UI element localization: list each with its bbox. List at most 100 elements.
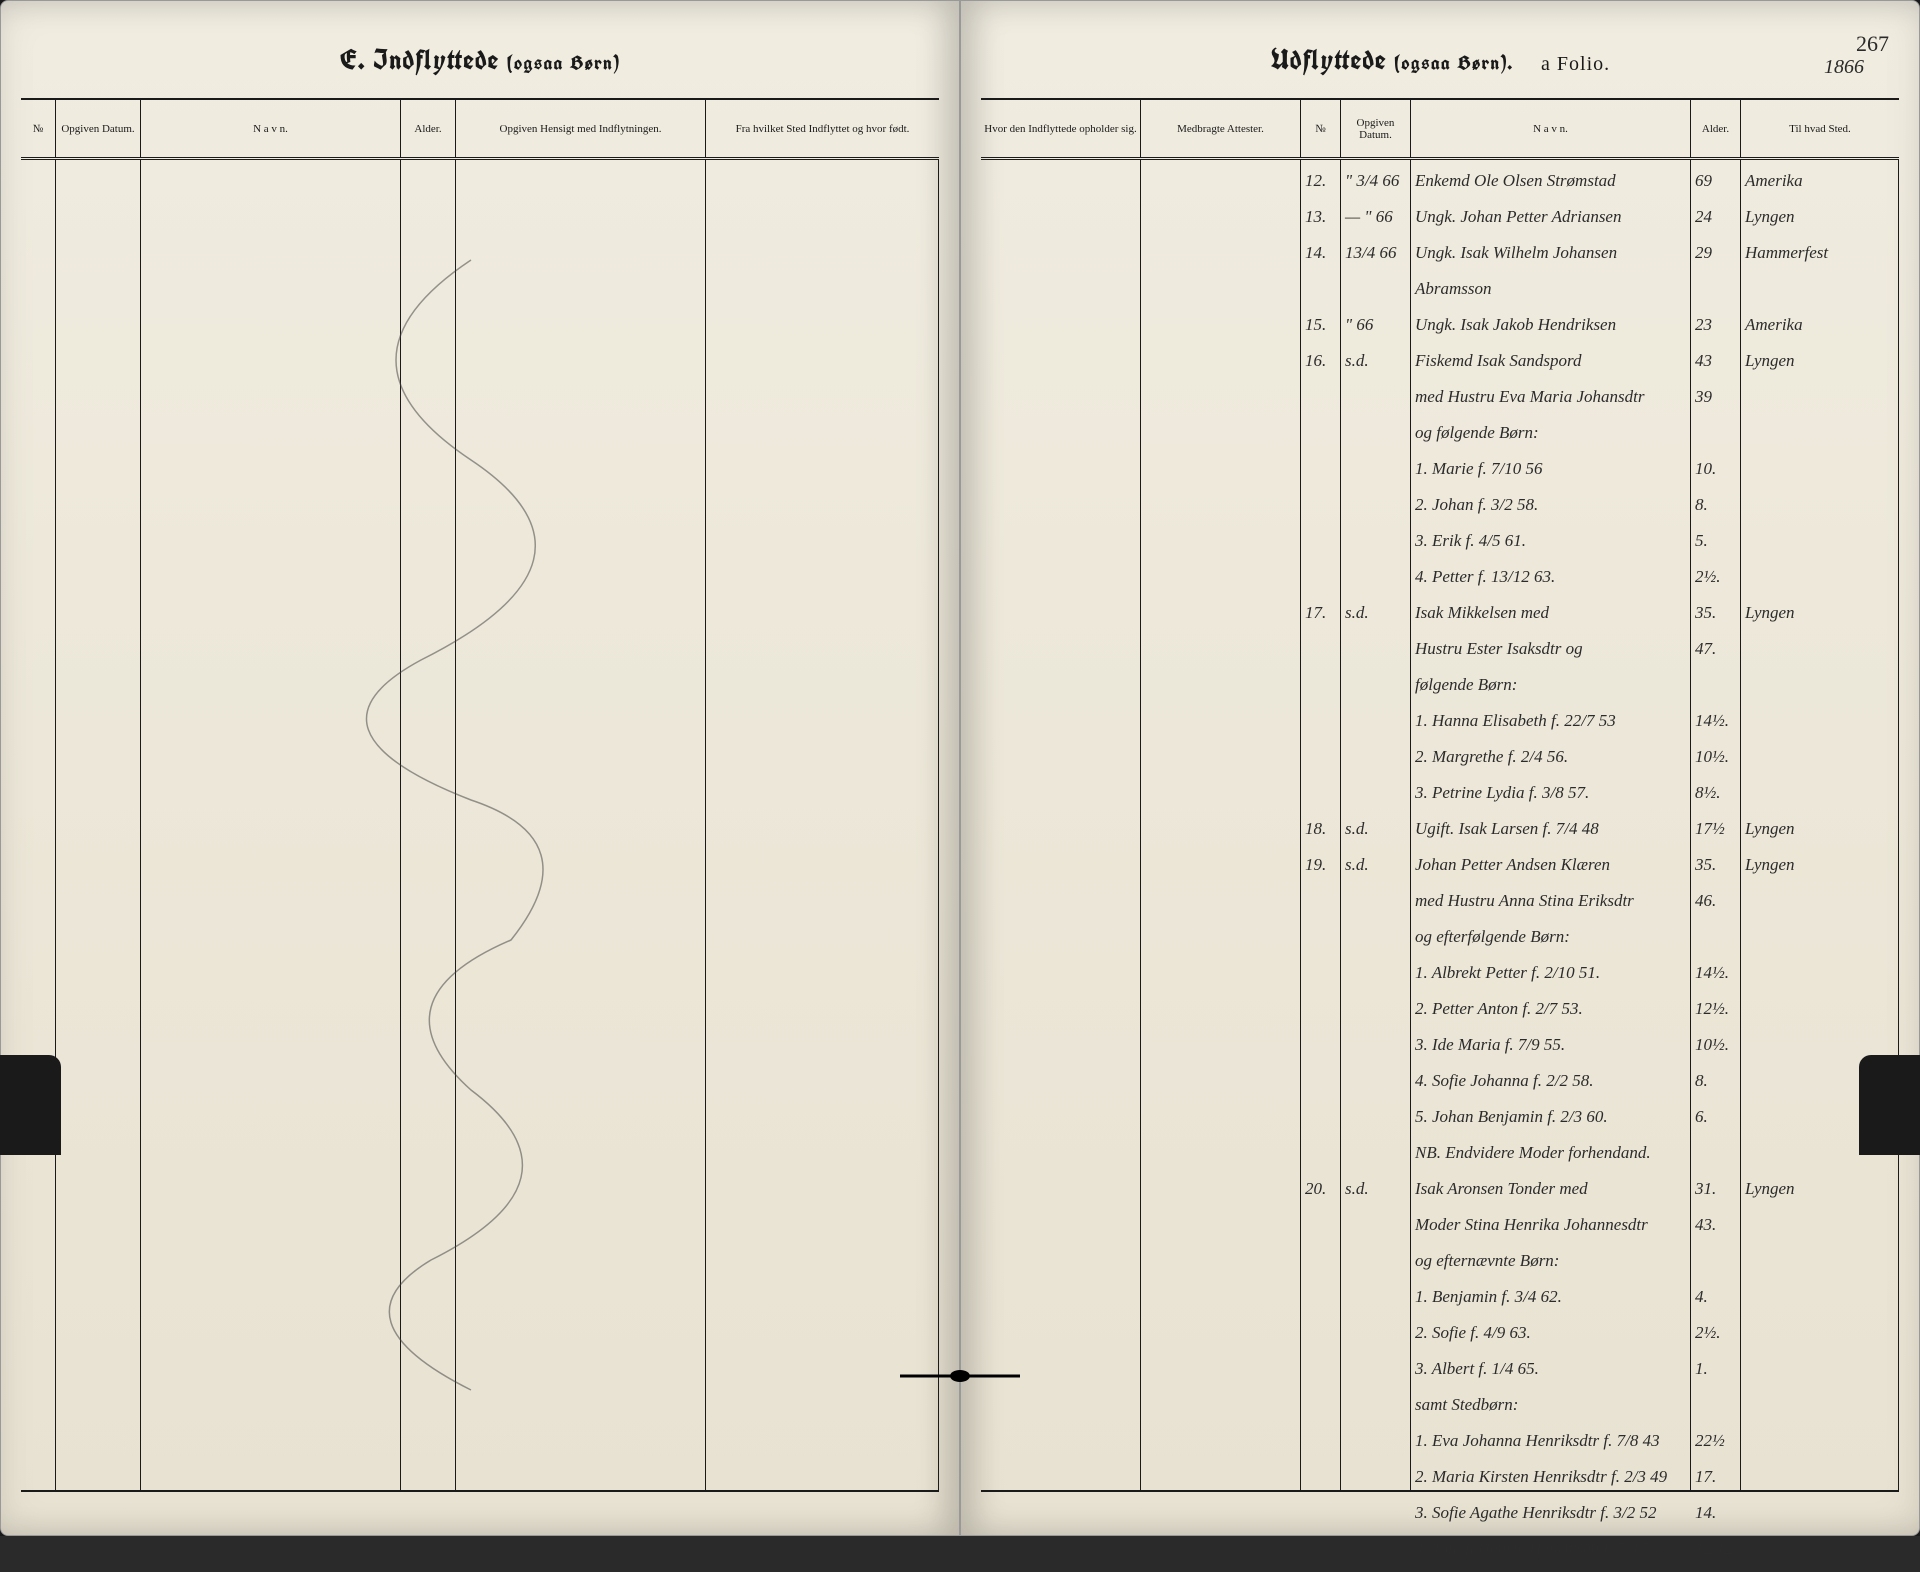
entry-age: 17. <box>1691 1464 1741 1500</box>
entry-row: 1. Hanna Elisabeth f. 22/7 5314½. <box>981 708 1899 744</box>
entry-dest <box>1741 1536 1899 1572</box>
entry-row: 3. Erik f. 4/5 61.5. <box>981 528 1899 564</box>
entry-row: 16.s.d.Fiskemd Isak Sandspord43Lyngen <box>981 348 1899 384</box>
left-body <box>21 160 939 1490</box>
entry-name: 1. Marie f. 7/10 56 <box>1411 456 1691 492</box>
col-purpose: Opgiven Hensigt med Indflytningen. <box>456 100 706 157</box>
entry-no <box>1301 924 1341 960</box>
entry-name: Ugift. Isak Larsen f. 7/4 48 <box>1411 816 1691 852</box>
entry-name: 2. Margrethe f. 2/4 56. <box>1411 744 1691 780</box>
entry-date <box>1341 1356 1411 1392</box>
entry-no: 19. <box>1301 852 1341 888</box>
entry-dest <box>1741 672 1899 708</box>
entry-row: 17.s.d.Isak Mikkelsen med35.Lyngen <box>981 600 1899 636</box>
entry-age: 47. <box>1691 636 1741 672</box>
entry-age: 8. <box>1691 1068 1741 1104</box>
entry-date <box>1341 1464 1411 1500</box>
entry-name: 2. Sofie f. 4/9 63. <box>1411 1320 1691 1356</box>
entry-no <box>1301 456 1341 492</box>
entry-dest <box>1741 276 1899 312</box>
entry-age: 43. <box>1691 1212 1741 1248</box>
entry-age: 10½. <box>1691 744 1741 780</box>
entry-date <box>1341 456 1411 492</box>
entry-age: 4. <box>1691 1284 1741 1320</box>
entry-name: 4. Sofie Johanna f. 2/2 58. <box>1411 1068 1691 1104</box>
entry-dest <box>1741 528 1899 564</box>
entry-age: 5. <box>1691 528 1741 564</box>
entry-age <box>1691 276 1741 312</box>
entry-date <box>1341 492 1411 528</box>
entry-row: 4. Johan Henrik Henriksen f. 5/4 5412.12 <box>981 1536 1899 1572</box>
entry-dest: Lyngen <box>1741 1176 1899 1212</box>
entry-no <box>1301 1104 1341 1140</box>
entry-date <box>1341 1284 1411 1320</box>
entry-row: 14.13/4 66Ungk. Isak Wilhelm Johansen29H… <box>981 240 1899 276</box>
entry-age: 12½. <box>1691 996 1741 1032</box>
entry-date: s.d. <box>1341 348 1411 384</box>
folio-label: a Folio. <box>1541 53 1610 75</box>
entry-dest <box>1741 456 1899 492</box>
entry-date <box>1341 384 1411 420</box>
entry-age: 69 <box>1691 168 1741 204</box>
entry-name: med Hustru Eva Maria Johansdtr <box>1411 384 1691 420</box>
entry-row: 3. Ide Maria f. 7/9 55.10½. <box>981 1032 1899 1068</box>
right-body: 12." 3/4 66Enkemd Ole Olsen Strømstad69A… <box>981 160 1899 1490</box>
year-label: 1866 <box>1824 56 1864 79</box>
book-spread: E. Indflyttede (ogsaa Børn) № Opgiven Da… <box>0 0 1920 1536</box>
entry-date <box>1341 564 1411 600</box>
right-header-row: Hvor den Indflyttede opholder sig. Medbr… <box>981 100 1899 160</box>
col-name: N a v n. <box>1411 100 1691 157</box>
entry-row: 1. Marie f. 7/10 5610. <box>981 456 1899 492</box>
entry-dest <box>1741 420 1899 456</box>
col-name: N a v n. <box>141 100 401 157</box>
entry-age: 8½. <box>1691 780 1741 816</box>
entry-no <box>1301 1500 1341 1536</box>
entry-no <box>1301 1284 1341 1320</box>
entry-name: 3. Erik f. 4/5 61. <box>1411 528 1691 564</box>
entry-name: 5. Johan Benjamin f. 2/3 60. <box>1411 1104 1691 1140</box>
entry-no <box>1301 528 1341 564</box>
entry-row: 3. Sofie Agathe Henriksdtr f. 3/2 5214. <box>981 1500 1899 1536</box>
binding-clasp <box>900 1366 1020 1386</box>
entry-date <box>1341 924 1411 960</box>
entry-row: 4. Sofie Johanna f. 2/2 58.8. <box>981 1068 1899 1104</box>
entry-date <box>1341 672 1411 708</box>
entry-row: 3. Albert f. 1/4 65.1. <box>981 1356 1899 1392</box>
entry-age: 2½. <box>1691 1320 1741 1356</box>
left-page-title: E. Indflyttede (ogsaa Børn) <box>21 41 939 78</box>
entry-date: " 3/4 66 <box>1341 168 1411 204</box>
entry-dest <box>1741 996 1899 1032</box>
entry-row: 3. Petrine Lydia f. 3/8 57.8½. <box>981 780 1899 816</box>
entry-age: 8. <box>1691 492 1741 528</box>
entry-row: 5. Johan Benjamin f. 2/3 60.6. <box>981 1104 1899 1140</box>
title-main: Udflyttede <box>1270 41 1387 78</box>
entry-age <box>1691 1248 1741 1284</box>
entry-age <box>1691 924 1741 960</box>
entry-no <box>1301 1464 1341 1500</box>
entry-row: 2. Johan f. 3/2 58.8. <box>981 492 1899 528</box>
entry-date <box>1341 1104 1411 1140</box>
entry-name: og efterfølgende Børn: <box>1411 924 1691 960</box>
entry-name: 1. Hanna Elisabeth f. 22/7 53 <box>1411 708 1691 744</box>
entry-row: Abramsson <box>981 276 1899 312</box>
entry-name: Johan Petter Andsen Klæren <box>1411 852 1691 888</box>
entry-no <box>1301 1140 1341 1176</box>
entry-name: Moder Stina Henrika Johannesdtr <box>1411 1212 1691 1248</box>
entry-dest: Amerika <box>1741 168 1899 204</box>
left-page: E. Indflyttede (ogsaa Børn) № Opgiven Da… <box>0 0 960 1536</box>
entry-name: NB. Endvidere Moder forhendand. <box>1411 1140 1691 1176</box>
entry-no <box>1301 1212 1341 1248</box>
entry-no <box>1301 1356 1341 1392</box>
left-header-row: № Opgiven Datum. N a v n. Alder. Opgiven… <box>21 100 939 160</box>
entry-age <box>1691 420 1741 456</box>
entry-dest <box>1741 636 1899 672</box>
entry-row: 20.s.d.Isak Aronsen Tonder med31.Lyngen <box>981 1176 1899 1212</box>
entry-dest <box>1741 1320 1899 1356</box>
entry-no <box>1301 996 1341 1032</box>
entry-name: 3. Sofie Agathe Henriksdtr f. 3/2 52 <box>1411 1500 1691 1536</box>
entry-date <box>1341 996 1411 1032</box>
title-suffix: (ogsaa Børn) <box>507 49 620 76</box>
title-prefix: E. <box>340 41 366 78</box>
entry-name: Hustru Ester Isaksdtr og <box>1411 636 1691 672</box>
entry-name: 4. Johan Henrik Henriksen f. 5/4 54 <box>1411 1536 1691 1572</box>
